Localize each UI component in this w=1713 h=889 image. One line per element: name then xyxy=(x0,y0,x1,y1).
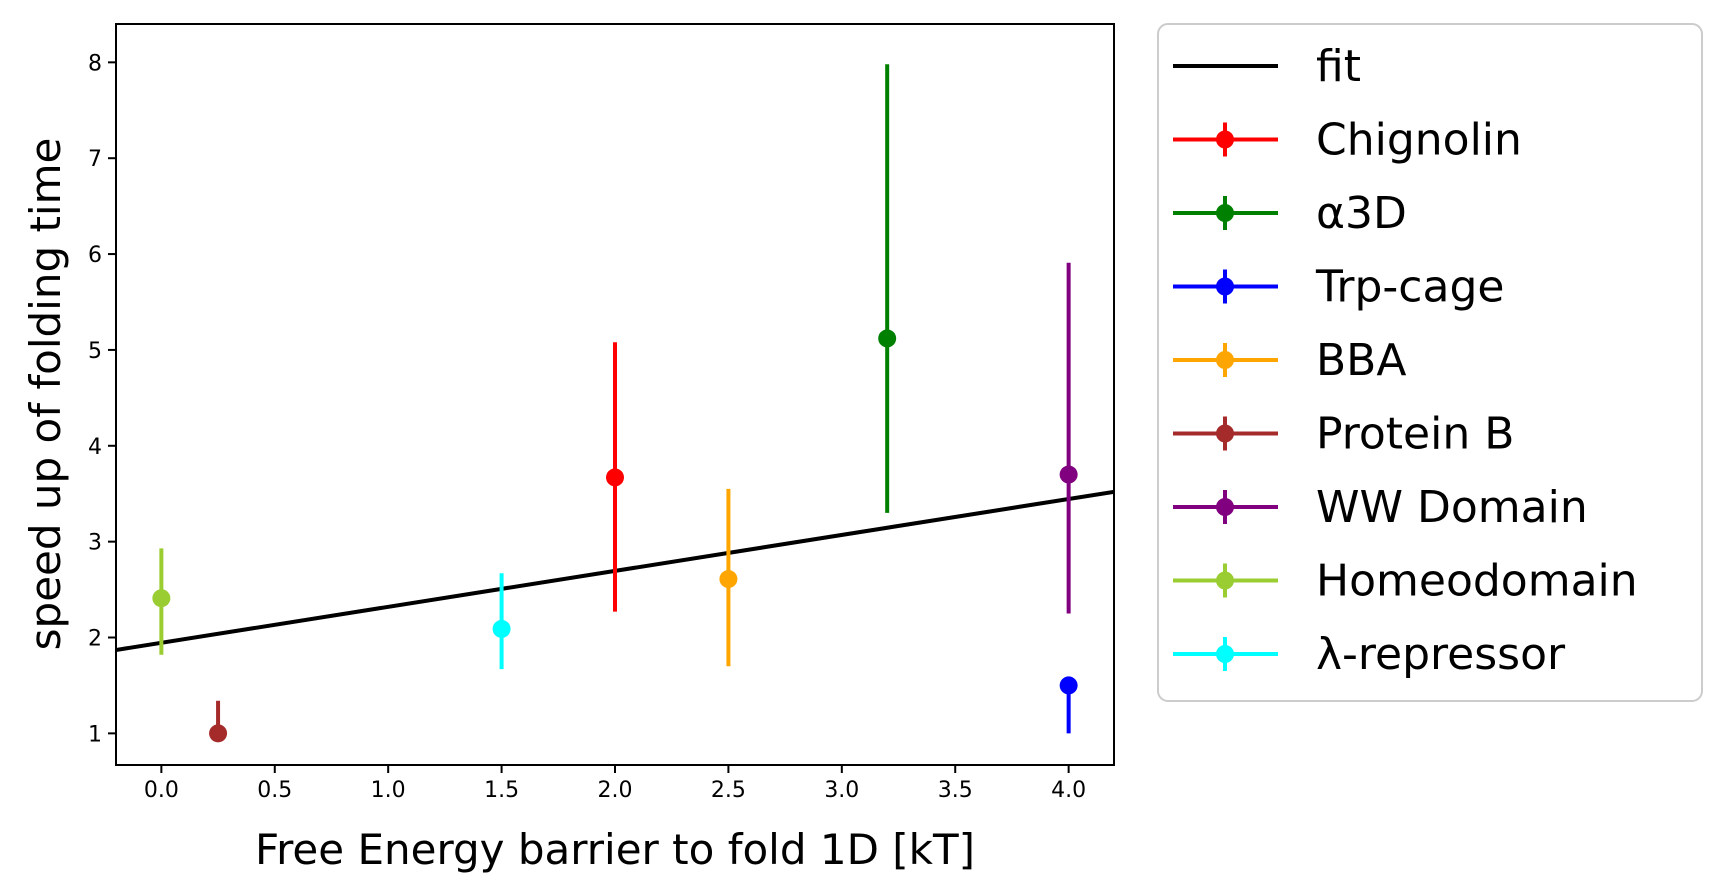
y-tick-label: 1 xyxy=(88,722,102,747)
legend-entry-chignolin: Chignolin xyxy=(1173,115,1522,166)
legend-entry-repressor: λ-repressor xyxy=(1173,629,1566,680)
legend-entry-protein-b: Protein B xyxy=(1173,409,1514,460)
x-axis-label: Free Energy barrier to fold 1D [kT] xyxy=(255,825,975,874)
y-tick-label: 7 xyxy=(88,147,102,172)
legend-label-protein-b: Protein B xyxy=(1316,409,1514,460)
series-chignolin xyxy=(606,342,624,612)
series-repressor xyxy=(492,573,511,670)
x-tick-label: 1.0 xyxy=(371,778,406,803)
x-tick-label: 0.0 xyxy=(144,778,179,803)
legend-entry-fit: fit xyxy=(1173,41,1361,92)
legend: fit Chignolin α3D Trp-cage BBA Protein B WW Do… xyxy=(1157,23,1703,702)
legend-entries: fit Chignolin α3D Trp-cage BBA Protein B WW Do… xyxy=(1173,41,1638,680)
legend-label-trp-cage: Trp-cage xyxy=(1315,262,1504,313)
series-trp-cage xyxy=(1059,676,1078,734)
point-ww-domain xyxy=(1059,465,1078,484)
legend-handle-marker-3d xyxy=(1216,204,1234,222)
series-3d xyxy=(878,64,897,513)
y-axis-label: speed up of folding time xyxy=(21,138,70,651)
legend-frame xyxy=(1157,23,1703,702)
x-tick-label: 4.0 xyxy=(1051,778,1086,803)
legend-handle-marker-ww-domain xyxy=(1216,498,1234,516)
y-tick-label: 6 xyxy=(88,243,102,268)
legend-label-ww-domain: WW Domain xyxy=(1316,482,1588,533)
legend-handle-marker-bba xyxy=(1216,351,1234,369)
series-bba xyxy=(719,488,738,667)
x-tick-label: 3.5 xyxy=(938,778,973,803)
series-homeodomain xyxy=(152,548,171,655)
point-chignolin xyxy=(606,468,624,487)
y-tick-label: 2 xyxy=(88,627,102,652)
y-tick-label: 8 xyxy=(88,51,102,76)
y-axis-ticks: 1 2 3 4 5 6 7 8 xyxy=(88,51,116,747)
legend-label-repressor: λ-repressor xyxy=(1316,629,1566,680)
x-tick-label: 2.5 xyxy=(711,778,746,803)
y-tick-label: 5 xyxy=(88,339,102,364)
series-ww-domain xyxy=(1059,262,1078,614)
legend-label-3d: α3D xyxy=(1316,188,1407,239)
legend-entry-trp-cage: Trp-cage xyxy=(1173,262,1504,313)
legend-label-bba: BBA xyxy=(1316,335,1406,386)
y-tick-label: 4 xyxy=(88,435,102,460)
point-homeodomain xyxy=(152,589,171,608)
x-tick-label: 2.0 xyxy=(598,778,633,803)
legend-handle-marker-chignolin xyxy=(1216,130,1234,149)
legend-label-chignolin: Chignolin xyxy=(1316,115,1522,166)
x-axis-ticks: 0.0 0.5 1.0 1.5 2.0 2.5 3.0 3.5 4.0 xyxy=(144,765,1086,803)
point-trp-cage xyxy=(1059,676,1078,695)
point-3d xyxy=(878,329,897,348)
x-tick-label: 1.5 xyxy=(484,778,519,803)
data-marks xyxy=(116,64,1114,743)
series-protein-b xyxy=(209,700,228,743)
legend-handle-marker-homeodomain xyxy=(1216,571,1234,590)
legend-entry-3d: α3D xyxy=(1173,188,1407,239)
legend-label-homeodomain: Homeodomain xyxy=(1316,556,1638,607)
x-tick-label: 0.5 xyxy=(257,778,292,803)
legend-handle-marker-protein-b xyxy=(1216,424,1234,443)
point-bba xyxy=(719,570,738,589)
x-tick-label: 3.0 xyxy=(824,778,859,803)
y-tick-label: 3 xyxy=(88,531,102,556)
legend-label-fit: fit xyxy=(1316,41,1361,92)
point-protein-b xyxy=(209,724,228,743)
legend-handle-marker-repressor xyxy=(1216,645,1234,663)
legend-entry-bba: BBA xyxy=(1173,335,1406,386)
legend-entry-homeodomain: Homeodomain xyxy=(1173,556,1638,607)
legend-entry-ww-domain: WW Domain xyxy=(1173,482,1588,533)
point-repressor xyxy=(492,619,511,638)
legend-handle-marker-trp-cage xyxy=(1216,277,1234,296)
